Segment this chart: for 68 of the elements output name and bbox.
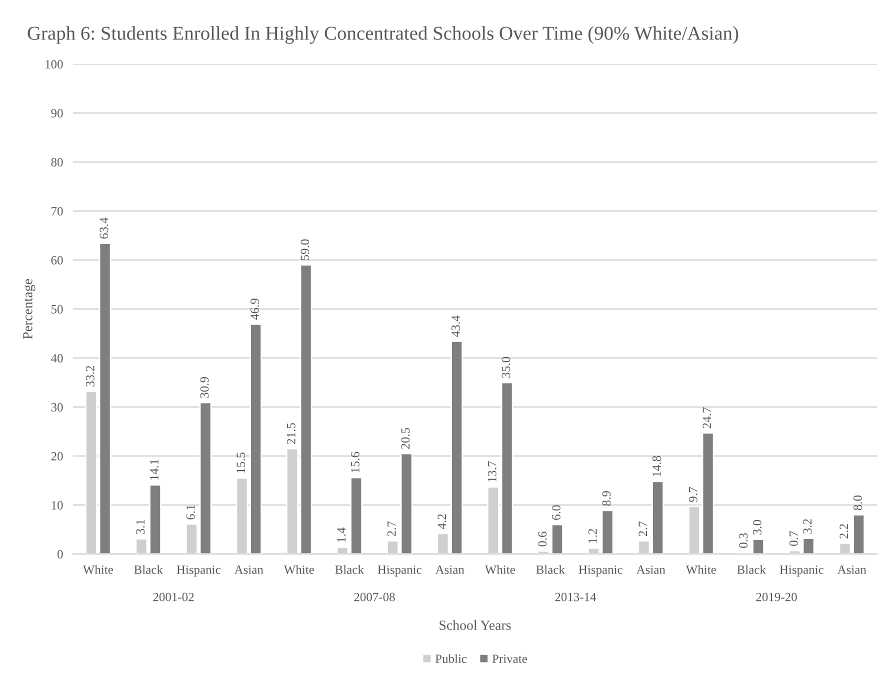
text: 2007-08 — [354, 592, 395, 602]
x-axis-title: School Years — [440, 620, 511, 630]
legend-label: Private — [492, 654, 527, 664]
data-label: 2.7 — [387, 521, 396, 536]
text: 2019-20 — [756, 592, 797, 602]
x-tick-label: White — [686, 565, 716, 574]
x-tick-label: Asian — [837, 566, 866, 574]
x-tick-label: White — [82, 565, 113, 574]
data-label: 3.0 — [752, 520, 762, 535]
x-tick-label: Asian — [435, 566, 464, 574]
data-label: 15.5 — [236, 452, 246, 473]
legend-label: Public — [435, 654, 467, 664]
y-tick-label: 10 — [52, 501, 63, 510]
y-tick-label: 90 — [51, 109, 63, 118]
data-label: 43.4 — [452, 315, 460, 337]
data-label: 9.7 — [688, 487, 698, 502]
data-label: 21.5 — [286, 423, 296, 444]
data-label: 0.6 — [538, 532, 547, 546]
x-tick-label: White — [284, 565, 314, 574]
data-label: 6.0 — [552, 505, 560, 520]
data-label: 4.2 — [438, 514, 446, 530]
y-tick-label: 70 — [52, 207, 63, 216]
data-label: 33.2 — [86, 366, 94, 387]
x-tick-label: Asian — [636, 566, 666, 574]
data-label: 13.7 — [488, 461, 496, 482]
x-tick-label: Asian — [234, 566, 264, 574]
data-label: 3.1 — [136, 520, 145, 534]
chart-title: Graph 6: Students Enrolled In Highly Concentrated Schools Over Time (90% White/Asian) — [28, 26, 738, 44]
data-label: 46.9 — [250, 298, 259, 320]
y-tick-label: 0 — [58, 550, 63, 558]
data-label: 59.0 — [300, 239, 310, 260]
data-label: 14.8 — [652, 456, 661, 476]
data-label: 14.1 — [150, 460, 158, 480]
x-tick-label: Hispanic — [378, 566, 422, 576]
data-label: 30.9 — [200, 377, 209, 398]
data-label: 63.4 — [100, 217, 108, 239]
data-label: 2.7 — [638, 521, 648, 536]
y-tick-label: 50 — [52, 305, 63, 314]
x-tick-label: Black — [134, 565, 163, 574]
y-axis-title: Percentage — [23, 279, 36, 340]
text: 2013-14 — [555, 592, 596, 602]
x-tick-label: Black — [335, 565, 364, 574]
data-label: 1.4 — [337, 528, 346, 542]
x-tick-label: Hispanic — [578, 566, 622, 576]
y-tick-label: 60 — [51, 256, 63, 264]
x-tick-label: Hispanic — [780, 566, 824, 576]
data-label: 8.9 — [602, 491, 611, 506]
data-label: 6.1 — [186, 505, 195, 520]
data-label: 2.2 — [840, 524, 848, 539]
y-tick-label: 20 — [51, 452, 63, 460]
text: 2001-02 — [153, 592, 194, 602]
x-tick-label: White — [484, 565, 515, 574]
data-label: 24.7 — [702, 407, 712, 428]
x-tick-label: Black — [536, 565, 565, 574]
data-label: 3.2 — [803, 519, 812, 534]
data-label: 0.7 — [789, 531, 798, 546]
x-tick-label: Black — [737, 565, 766, 574]
x-tick-label: Hispanic — [176, 566, 220, 576]
y-tick-label: 100 — [46, 60, 63, 68]
data-label: 15.6 — [351, 452, 360, 472]
data-label: 35.0 — [502, 356, 510, 378]
data-label: 8.0 — [853, 495, 862, 510]
data-label: 0.3 — [739, 533, 748, 548]
y-tick-label: 40 — [51, 354, 63, 362]
data-label: 20.5 — [401, 428, 410, 449]
y-tick-label: 80 — [51, 158, 63, 166]
data-label: 1.2 — [588, 529, 597, 543]
y-tick-label: 30 — [51, 403, 63, 412]
